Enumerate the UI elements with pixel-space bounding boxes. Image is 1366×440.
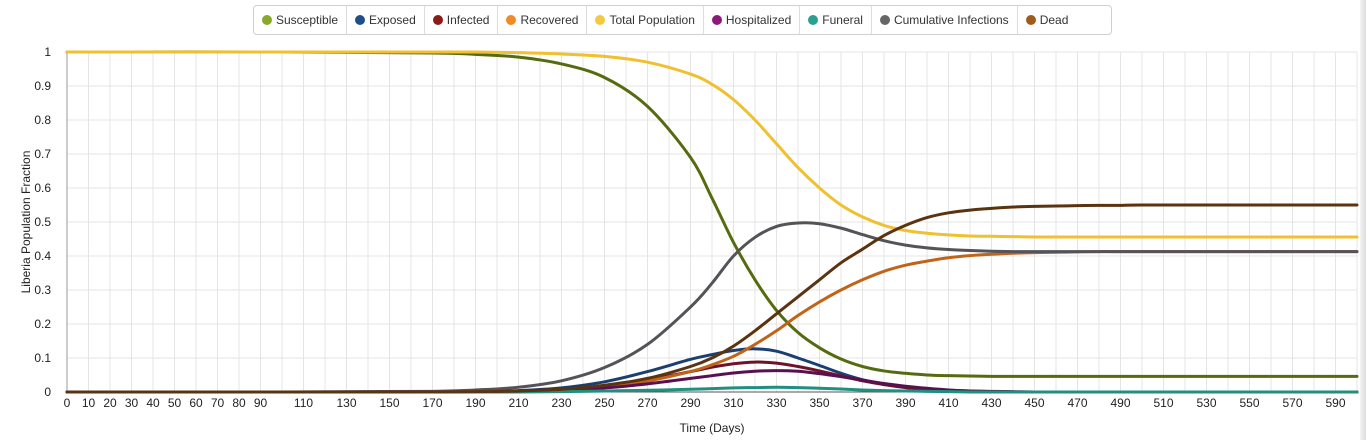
legend-item-exposed[interactable]: Exposed (347, 6, 425, 34)
x-tick-label: 430 (981, 396, 1001, 410)
x-tick-label: 40 (146, 396, 160, 410)
y-tick-label: 0.6 (34, 181, 51, 195)
x-axis-title: Time (Days) (680, 421, 745, 435)
series-line-cumulative-infections (65, 221, 1359, 394)
legend-label: Infected (446, 13, 490, 27)
y-tick-label: 0.7 (34, 147, 51, 161)
legend-swatch-icon (355, 15, 366, 25)
x-tick-label: 30 (125, 396, 139, 410)
x-tick-label: 330 (766, 396, 786, 410)
x-tick-label: 210 (508, 396, 528, 410)
series-line-dead (65, 203, 1359, 394)
legend-item-hospitalized[interactable]: Hospitalized (704, 6, 801, 34)
legend-label: Cumulative Infections (893, 13, 1009, 27)
legend-swatch-icon (432, 15, 443, 25)
legend-item-dead[interactable]: Dead (1018, 6, 1077, 34)
x-tick-label: 50 (168, 396, 182, 410)
y-tick-label: 0.4 (34, 249, 51, 263)
series-line-susceptible (65, 50, 1359, 378)
x-tick-label: 590 (1325, 396, 1345, 410)
x-tick-label: 250 (594, 396, 614, 410)
x-tick-label: 530 (1196, 396, 1216, 410)
legend-swatch-icon (262, 15, 272, 25)
x-tick-label: 150 (379, 396, 399, 410)
grid (66, 51, 1358, 393)
y-axis-title: Liberia Population Fraction (19, 151, 33, 294)
legend-label: Exposed (369, 13, 416, 27)
x-tick-label: 550 (1239, 396, 1259, 410)
x-tick-label: 470 (1067, 396, 1087, 410)
x-tick-label: 80 (232, 396, 246, 410)
x-tick-label: 230 (551, 396, 571, 410)
legend-item-susceptible[interactable]: Susceptible (254, 6, 348, 34)
chart-legend: Susceptible Exposed Infected Recovered Total… (253, 5, 1112, 35)
legend-label: Total Population (609, 13, 695, 27)
x-tick-label: 90 (254, 396, 268, 410)
x-tick-label: 410 (938, 396, 958, 410)
y-tick-label: 0.3 (34, 283, 51, 297)
y-tick-label: 0 (44, 385, 51, 399)
x-tick-label: 130 (336, 396, 356, 410)
x-tick-label: 270 (637, 396, 657, 410)
legend-swatch-icon (879, 15, 890, 25)
legend-swatch-icon (808, 15, 819, 25)
x-tick-label: 490 (1110, 396, 1130, 410)
legend-swatch-icon (595, 15, 606, 25)
legend-item-infected[interactable]: Infected (425, 6, 499, 34)
x-tick-label: 310 (723, 396, 743, 410)
legend-label: Dead (1039, 13, 1069, 27)
y-tick-label: 0.1 (34, 351, 51, 365)
x-tick-label: 510 (1153, 396, 1173, 410)
y-tick-label: 0.9 (34, 79, 51, 93)
y-tick-label: 1 (44, 45, 51, 59)
legend-label: Hospitalized (725, 13, 792, 27)
x-tick-label: 110 (294, 396, 313, 410)
tick-labels: 0 10 20 30 40 50 60 70 80 90 110 130 150 170 190 210 230… (34, 45, 1346, 410)
legend-label: Susceptible (276, 13, 339, 27)
x-tick-label: 190 (465, 396, 485, 410)
y-tick-label: 0.5 (34, 215, 51, 229)
legend-swatch-icon (1025, 15, 1036, 25)
legend-swatch-icon (711, 15, 722, 25)
legend-swatch-icon (506, 15, 517, 25)
y-tick-label: 0.8 (34, 113, 51, 127)
x-tick-label: 390 (895, 396, 915, 410)
x-tick-label: 170 (422, 396, 442, 410)
legend-item-recovered[interactable]: Recovered (498, 6, 588, 34)
legend-label: Funeral (822, 13, 863, 27)
x-tick-label: 0 (64, 396, 71, 410)
legend-item-cumulative-infections[interactable]: Cumulative Infections (872, 6, 1018, 34)
legend-item-funeral[interactable]: Funeral (800, 6, 872, 34)
x-tick-label: 350 (809, 396, 829, 410)
legend-item-total-population[interactable]: Total Population (587, 6, 704, 34)
y-tick-label: 0.2 (34, 317, 51, 331)
x-tick-label: 60 (189, 396, 203, 410)
x-tick-label: 10 (82, 396, 96, 410)
series-line-total-population (65, 50, 1359, 239)
x-tick-label: 290 (680, 396, 700, 410)
x-tick-label: 570 (1282, 396, 1302, 410)
window-edge (1360, 0, 1366, 440)
x-tick-label: 20 (103, 396, 117, 410)
legend-label: Recovered (520, 13, 579, 27)
series-lines (65, 50, 1359, 394)
x-tick-label: 70 (211, 396, 225, 410)
x-tick-label: 450 (1024, 396, 1044, 410)
x-tick-label: 370 (852, 396, 872, 410)
